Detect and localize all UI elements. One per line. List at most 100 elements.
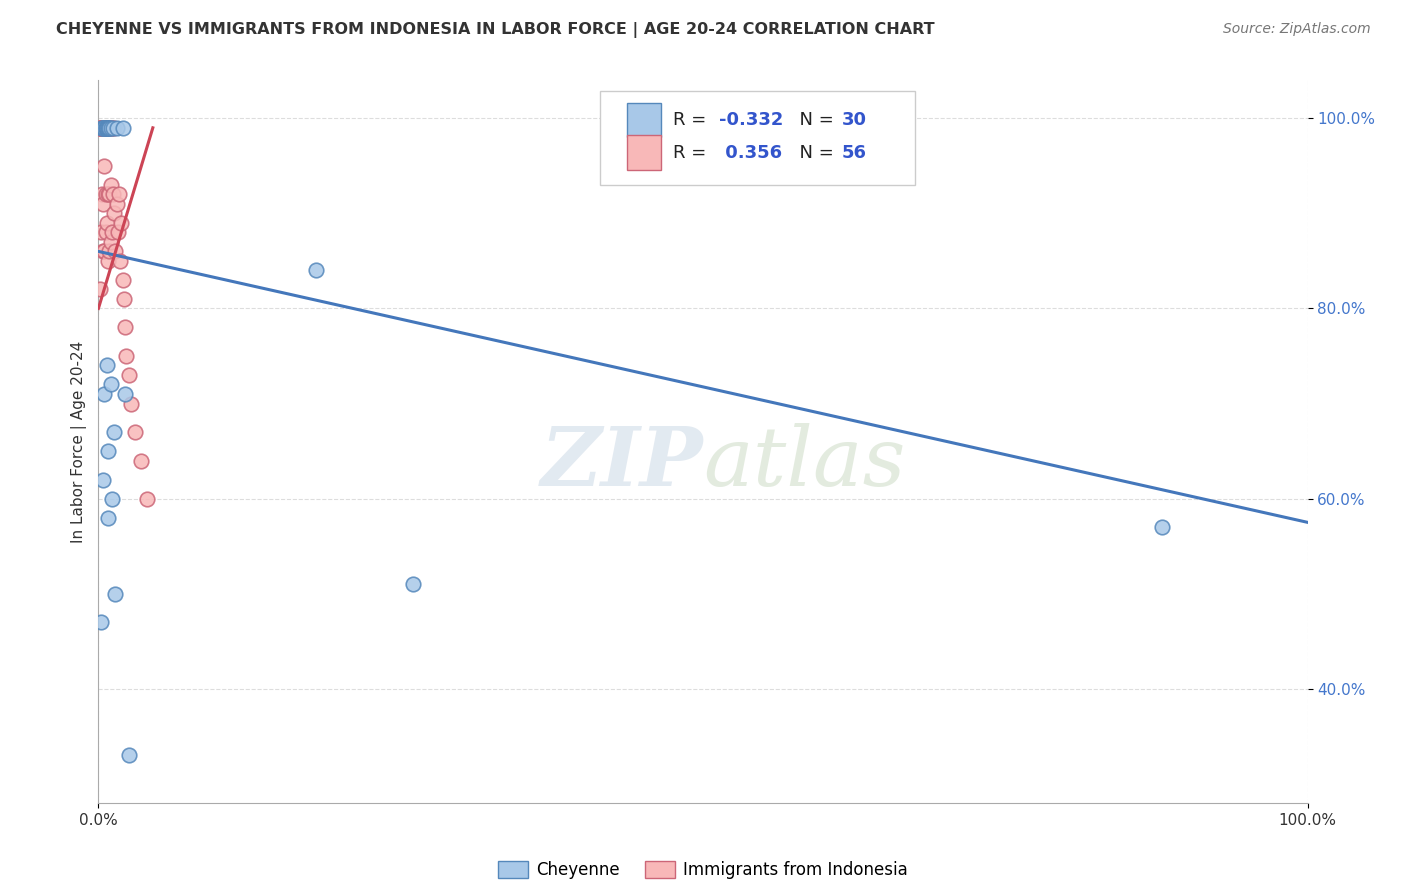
Text: Source: ZipAtlas.com: Source: ZipAtlas.com	[1223, 22, 1371, 37]
Point	[96, 359, 118, 373]
Point	[91, 120, 114, 135]
Point	[91, 244, 114, 259]
Point	[100, 491, 122, 506]
Point	[94, 187, 117, 202]
Point	[402, 577, 425, 591]
Point	[93, 120, 115, 135]
Text: atlas: atlas	[703, 423, 905, 503]
Point	[94, 120, 117, 135]
Point	[89, 120, 111, 135]
FancyBboxPatch shape	[627, 103, 661, 137]
Point	[96, 216, 118, 230]
Text: -0.332: -0.332	[718, 111, 783, 129]
Point	[94, 120, 117, 135]
Point	[98, 120, 121, 135]
Point	[105, 197, 128, 211]
Text: N =: N =	[787, 111, 839, 129]
Point	[97, 120, 120, 135]
Point	[110, 216, 132, 230]
Point	[112, 292, 135, 306]
FancyBboxPatch shape	[627, 136, 661, 169]
Point	[91, 120, 114, 135]
Point	[100, 226, 122, 240]
Point	[90, 615, 112, 630]
Point	[94, 120, 117, 135]
Text: ZIP: ZIP	[540, 423, 703, 503]
Text: 30: 30	[842, 111, 868, 129]
Point	[98, 120, 121, 135]
Point	[89, 120, 111, 135]
Point	[89, 282, 111, 296]
Point	[107, 226, 129, 240]
Point	[93, 159, 115, 173]
Point	[97, 254, 120, 268]
Text: R =: R =	[672, 144, 711, 161]
Point	[94, 226, 117, 240]
Point	[91, 473, 114, 487]
Point	[91, 120, 114, 135]
Point	[90, 120, 112, 135]
Point	[97, 120, 120, 135]
Point	[96, 120, 118, 135]
Point	[124, 425, 146, 439]
Point	[1152, 520, 1174, 534]
Point	[96, 120, 118, 135]
FancyBboxPatch shape	[600, 91, 915, 185]
Point	[98, 187, 121, 202]
Point	[111, 273, 134, 287]
Point	[94, 120, 117, 135]
Point	[108, 187, 131, 202]
Point	[103, 206, 125, 220]
Point	[100, 120, 122, 135]
Point	[91, 187, 114, 202]
Y-axis label: In Labor Force | Age 20-24: In Labor Force | Age 20-24	[72, 341, 87, 542]
Point	[100, 120, 122, 135]
Point	[90, 226, 112, 240]
Point	[100, 235, 122, 249]
Point	[90, 120, 112, 135]
Point	[118, 748, 141, 763]
Point	[97, 187, 120, 202]
Point	[91, 197, 114, 211]
Point	[114, 320, 136, 334]
Point	[114, 387, 136, 401]
Text: R =: R =	[672, 111, 711, 129]
Point	[115, 349, 138, 363]
Point	[90, 120, 112, 135]
Point	[97, 510, 120, 524]
Point	[305, 263, 328, 277]
Point	[91, 120, 114, 135]
Point	[96, 120, 118, 135]
Point	[104, 587, 127, 601]
Point	[91, 120, 114, 135]
Point	[108, 254, 131, 268]
Text: CHEYENNE VS IMMIGRANTS FROM INDONESIA IN LABOR FORCE | AGE 20-24 CORRELATION CHA: CHEYENNE VS IMMIGRANTS FROM INDONESIA IN…	[56, 22, 935, 38]
Point	[111, 120, 134, 135]
Point	[91, 120, 114, 135]
Point	[103, 120, 125, 135]
Point	[98, 244, 121, 259]
Point	[118, 368, 141, 382]
Point	[93, 244, 115, 259]
Point	[105, 120, 128, 135]
Text: 0.356: 0.356	[718, 144, 782, 161]
Point	[101, 120, 124, 135]
Point	[96, 120, 118, 135]
Point	[97, 444, 120, 458]
Point	[100, 120, 122, 135]
Point	[91, 120, 114, 135]
Point	[91, 120, 114, 135]
Point	[100, 377, 122, 392]
Point	[93, 120, 115, 135]
Point	[129, 453, 152, 467]
Point	[103, 425, 125, 439]
Point	[104, 244, 127, 259]
Text: N =: N =	[787, 144, 839, 161]
Text: 56: 56	[842, 144, 868, 161]
Legend: Cheyenne, Immigrants from Indonesia: Cheyenne, Immigrants from Indonesia	[491, 855, 915, 886]
Point	[98, 120, 121, 135]
Point	[120, 396, 142, 410]
Point	[93, 387, 115, 401]
Point	[91, 120, 114, 135]
Point	[101, 187, 124, 202]
